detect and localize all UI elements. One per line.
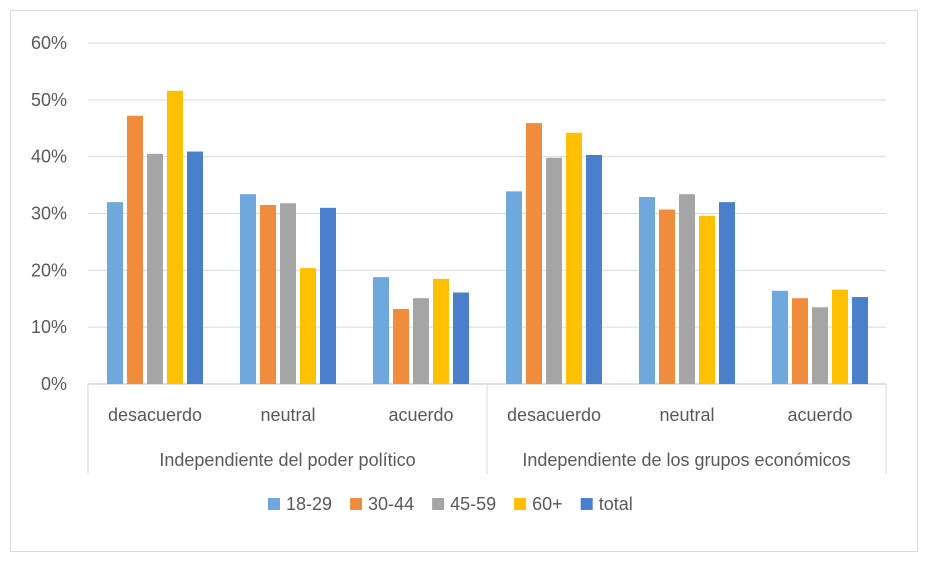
bar [832,289,848,384]
y-tick-label: 40% [31,147,67,167]
y-axis-tick-labels: 0% 10% 20% 30% 40% 50% 60% [31,33,67,394]
bar [187,151,203,384]
bar [812,307,828,384]
bar [393,308,409,384]
y-tick-label: 50% [31,90,67,110]
y-tick-label: 30% [31,204,67,224]
bar [280,203,296,384]
bar [719,202,735,384]
y-tick-label: 20% [31,260,67,280]
bar [127,115,143,384]
category-label: neutral [260,405,315,425]
legend-label: 60+ [532,494,563,514]
bar [147,153,163,384]
bar [679,194,695,384]
y-tick-label: 60% [31,33,67,53]
category-label: acuerdo [388,405,453,425]
legend: 18-29 30-44 45-59 60+ total [268,494,633,514]
group-label: Independiente de los grupos económicos [522,450,850,470]
bar [107,202,123,384]
category-label: neutral [659,405,714,425]
bar [413,298,429,384]
bar [453,292,469,384]
x-axis: desacuerdo neutral acuerdo Independiente de… [87,384,887,474]
category-label: desacuerdo [108,405,202,425]
bar [373,277,389,384]
bars [107,90,868,385]
bar [240,194,256,384]
bar [167,90,183,385]
bar [526,123,542,384]
bar [433,278,449,384]
bar [792,298,808,384]
bar [639,197,655,384]
bar [320,207,336,384]
y-tick-label: 10% [31,317,67,337]
legend-label: 45-59 [450,494,496,514]
legend-label: total [599,494,633,514]
bar [772,290,788,384]
bar [300,268,316,384]
gridlines [88,42,886,385]
legend-swatch [268,498,280,510]
bar [699,215,715,384]
legend-label: 18-29 [286,494,332,514]
bar [546,157,562,384]
legend-swatch [432,498,445,510]
bar [586,154,602,384]
legend-swatch [580,498,593,510]
legend-label: 30-44 [368,494,414,514]
y-tick-label: 0% [41,374,67,394]
bar [659,209,675,384]
bar [566,132,582,384]
group-label: Independiente del poder político [159,450,415,470]
legend-swatch [350,498,363,510]
legend-swatch [514,498,527,510]
category-label: acuerdo [787,405,852,425]
bar [260,204,276,384]
bar [852,297,868,384]
bar [506,191,522,384]
category-label: desacuerdo [507,405,601,425]
